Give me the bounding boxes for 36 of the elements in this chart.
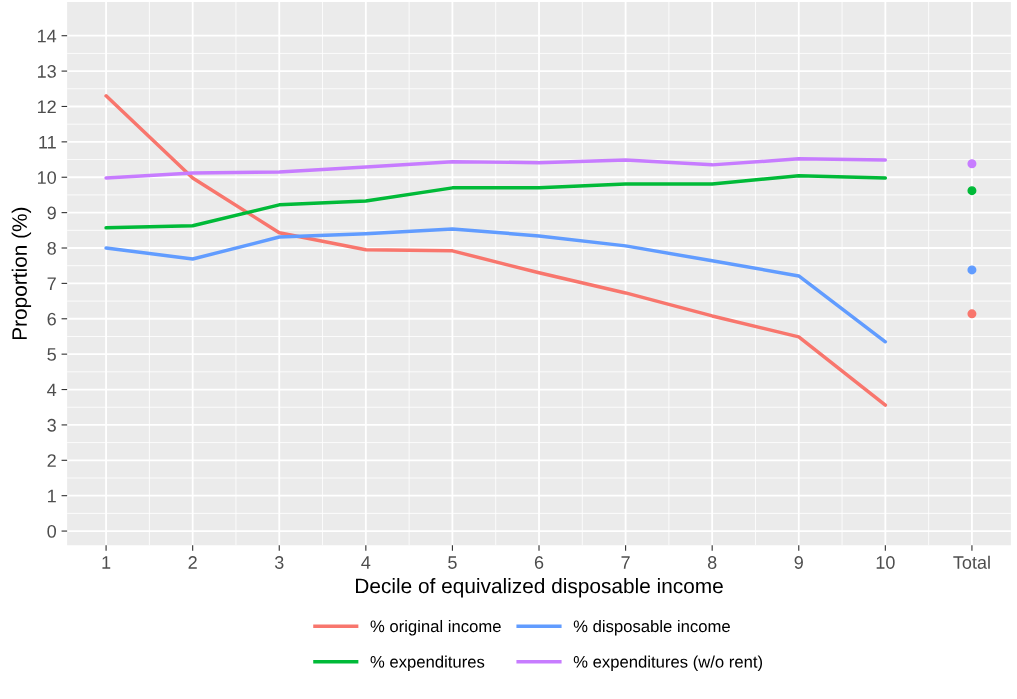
y-tick-label: 7 xyxy=(47,277,56,290)
x-axis-title: Decile of equivalized disposable income xyxy=(356,578,723,598)
x-tick-label: Total xyxy=(953,555,990,569)
x-tick-label: 7 xyxy=(621,556,630,569)
legend-label: % expenditures (w/o rent) xyxy=(573,655,763,672)
y-axis-title: Proportion (%) xyxy=(11,207,32,340)
y-tick-label: 10 xyxy=(38,171,56,184)
y-tick-label: 4 xyxy=(47,383,57,397)
y-tick-label: 5 xyxy=(47,348,56,361)
x-tick-label: 4 xyxy=(361,556,371,569)
x-tick-label: 2 xyxy=(188,556,197,569)
y-tick-label: 11 xyxy=(39,135,56,149)
x-tick-label: 5 xyxy=(448,556,457,569)
y-tick-label: 12 xyxy=(38,100,56,114)
y-tick-label: 13 xyxy=(38,65,56,78)
y-tick-label: 14 xyxy=(38,29,57,43)
line-series xyxy=(104,227,888,344)
y-tick-label: 2 xyxy=(47,454,56,467)
x-tick-label: 1 xyxy=(102,556,111,569)
legend-label: % expenditures xyxy=(370,655,485,672)
y-tick-label: 8 xyxy=(47,241,56,255)
x-tick-label: 6 xyxy=(534,556,544,569)
legend-label: % disposable income xyxy=(573,619,730,636)
y-tick-label: 9 xyxy=(47,206,56,220)
y-tick-label: 1 xyxy=(48,489,56,503)
legend-label: % original income xyxy=(370,619,501,636)
x-tick-label: 10 xyxy=(876,556,895,569)
x-tick-label: 9 xyxy=(794,556,803,569)
line-series xyxy=(104,94,888,407)
y-tick-label: 6 xyxy=(47,312,56,326)
y-tick-label: 3 xyxy=(47,418,56,432)
x-tick-label: 3 xyxy=(274,556,284,569)
x-tick-label: 8 xyxy=(707,556,717,569)
y-tick-label: 0 xyxy=(47,525,56,538)
line-series xyxy=(104,157,888,180)
line-series xyxy=(104,174,888,230)
